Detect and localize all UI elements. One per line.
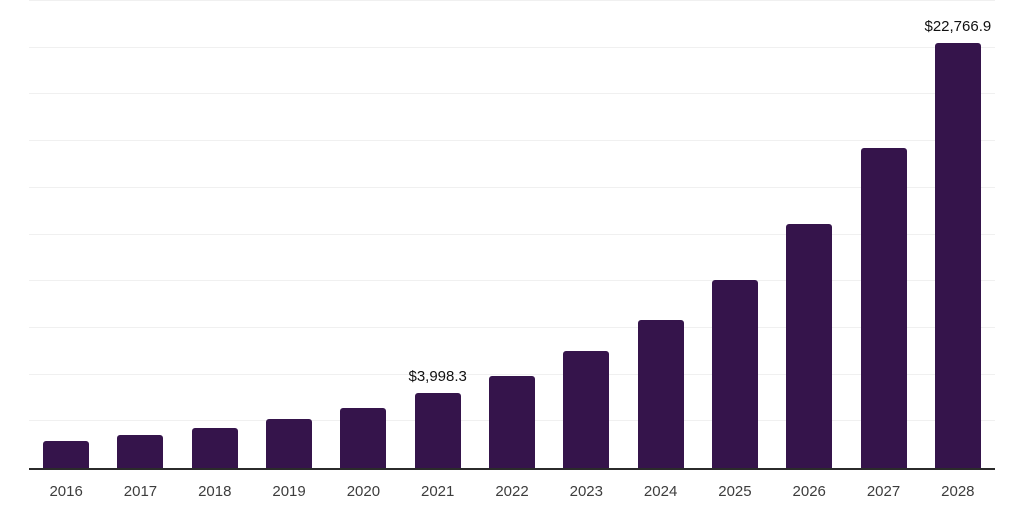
x-axis-label-2020: 2020: [346, 483, 381, 500]
gridline: [29, 46, 995, 48]
x-axis: 2016 2017 2018 2019 2020 2021 2022 2023 2024 2025…: [29, 484, 995, 504]
x-axis-label-2027: 2027: [866, 483, 901, 500]
bar-2024: [637, 319, 684, 468]
plot-area: $3,998.3 $22,766.9: [29, 0, 995, 470]
bar-2022: [489, 375, 535, 468]
x-axis-label-2022: 2022: [495, 483, 529, 500]
bar-2025: [711, 279, 758, 468]
bar-2019: [266, 418, 313, 468]
bar-2028: [934, 42, 981, 468]
bar-2021: [414, 393, 461, 468]
x-axis-label-2019: 2019: [272, 483, 306, 500]
bar-2016: [43, 441, 90, 468]
gridline: [29, 373, 995, 375]
bar-2023: [563, 351, 610, 468]
bar-2027: [860, 148, 907, 468]
x-axis-label-2021: 2021: [421, 483, 455, 500]
gridline: [29, 186, 995, 188]
x-axis-label-2016: 2016: [49, 483, 83, 500]
x-axis-label-2023: 2023: [569, 483, 603, 500]
bar-value-label-2028: $22,766.9: [924, 17, 992, 35]
bar-2018: [191, 427, 238, 468]
gridline: [29, 326, 995, 328]
bar-2026: [786, 223, 833, 468]
gridline: [29, 233, 995, 235]
gridline: [29, 280, 995, 282]
bar-value-label-2021: $3,998.3: [408, 368, 467, 386]
x-axis-label-2025: 2025: [718, 483, 752, 500]
bar-2017: [117, 434, 164, 468]
x-axis-label-2026: 2026: [792, 483, 826, 500]
x-axis-label-2018: 2018: [198, 483, 232, 500]
x-axis-label-2028: 2028: [941, 483, 975, 500]
x-axis-label-2017: 2017: [123, 483, 158, 500]
x-axis-label-2024: 2024: [643, 483, 678, 500]
gridline: [29, 140, 995, 142]
bar-2020: [340, 408, 387, 468]
gridline: [29, 93, 995, 95]
gridline: [29, 0, 995, 1]
